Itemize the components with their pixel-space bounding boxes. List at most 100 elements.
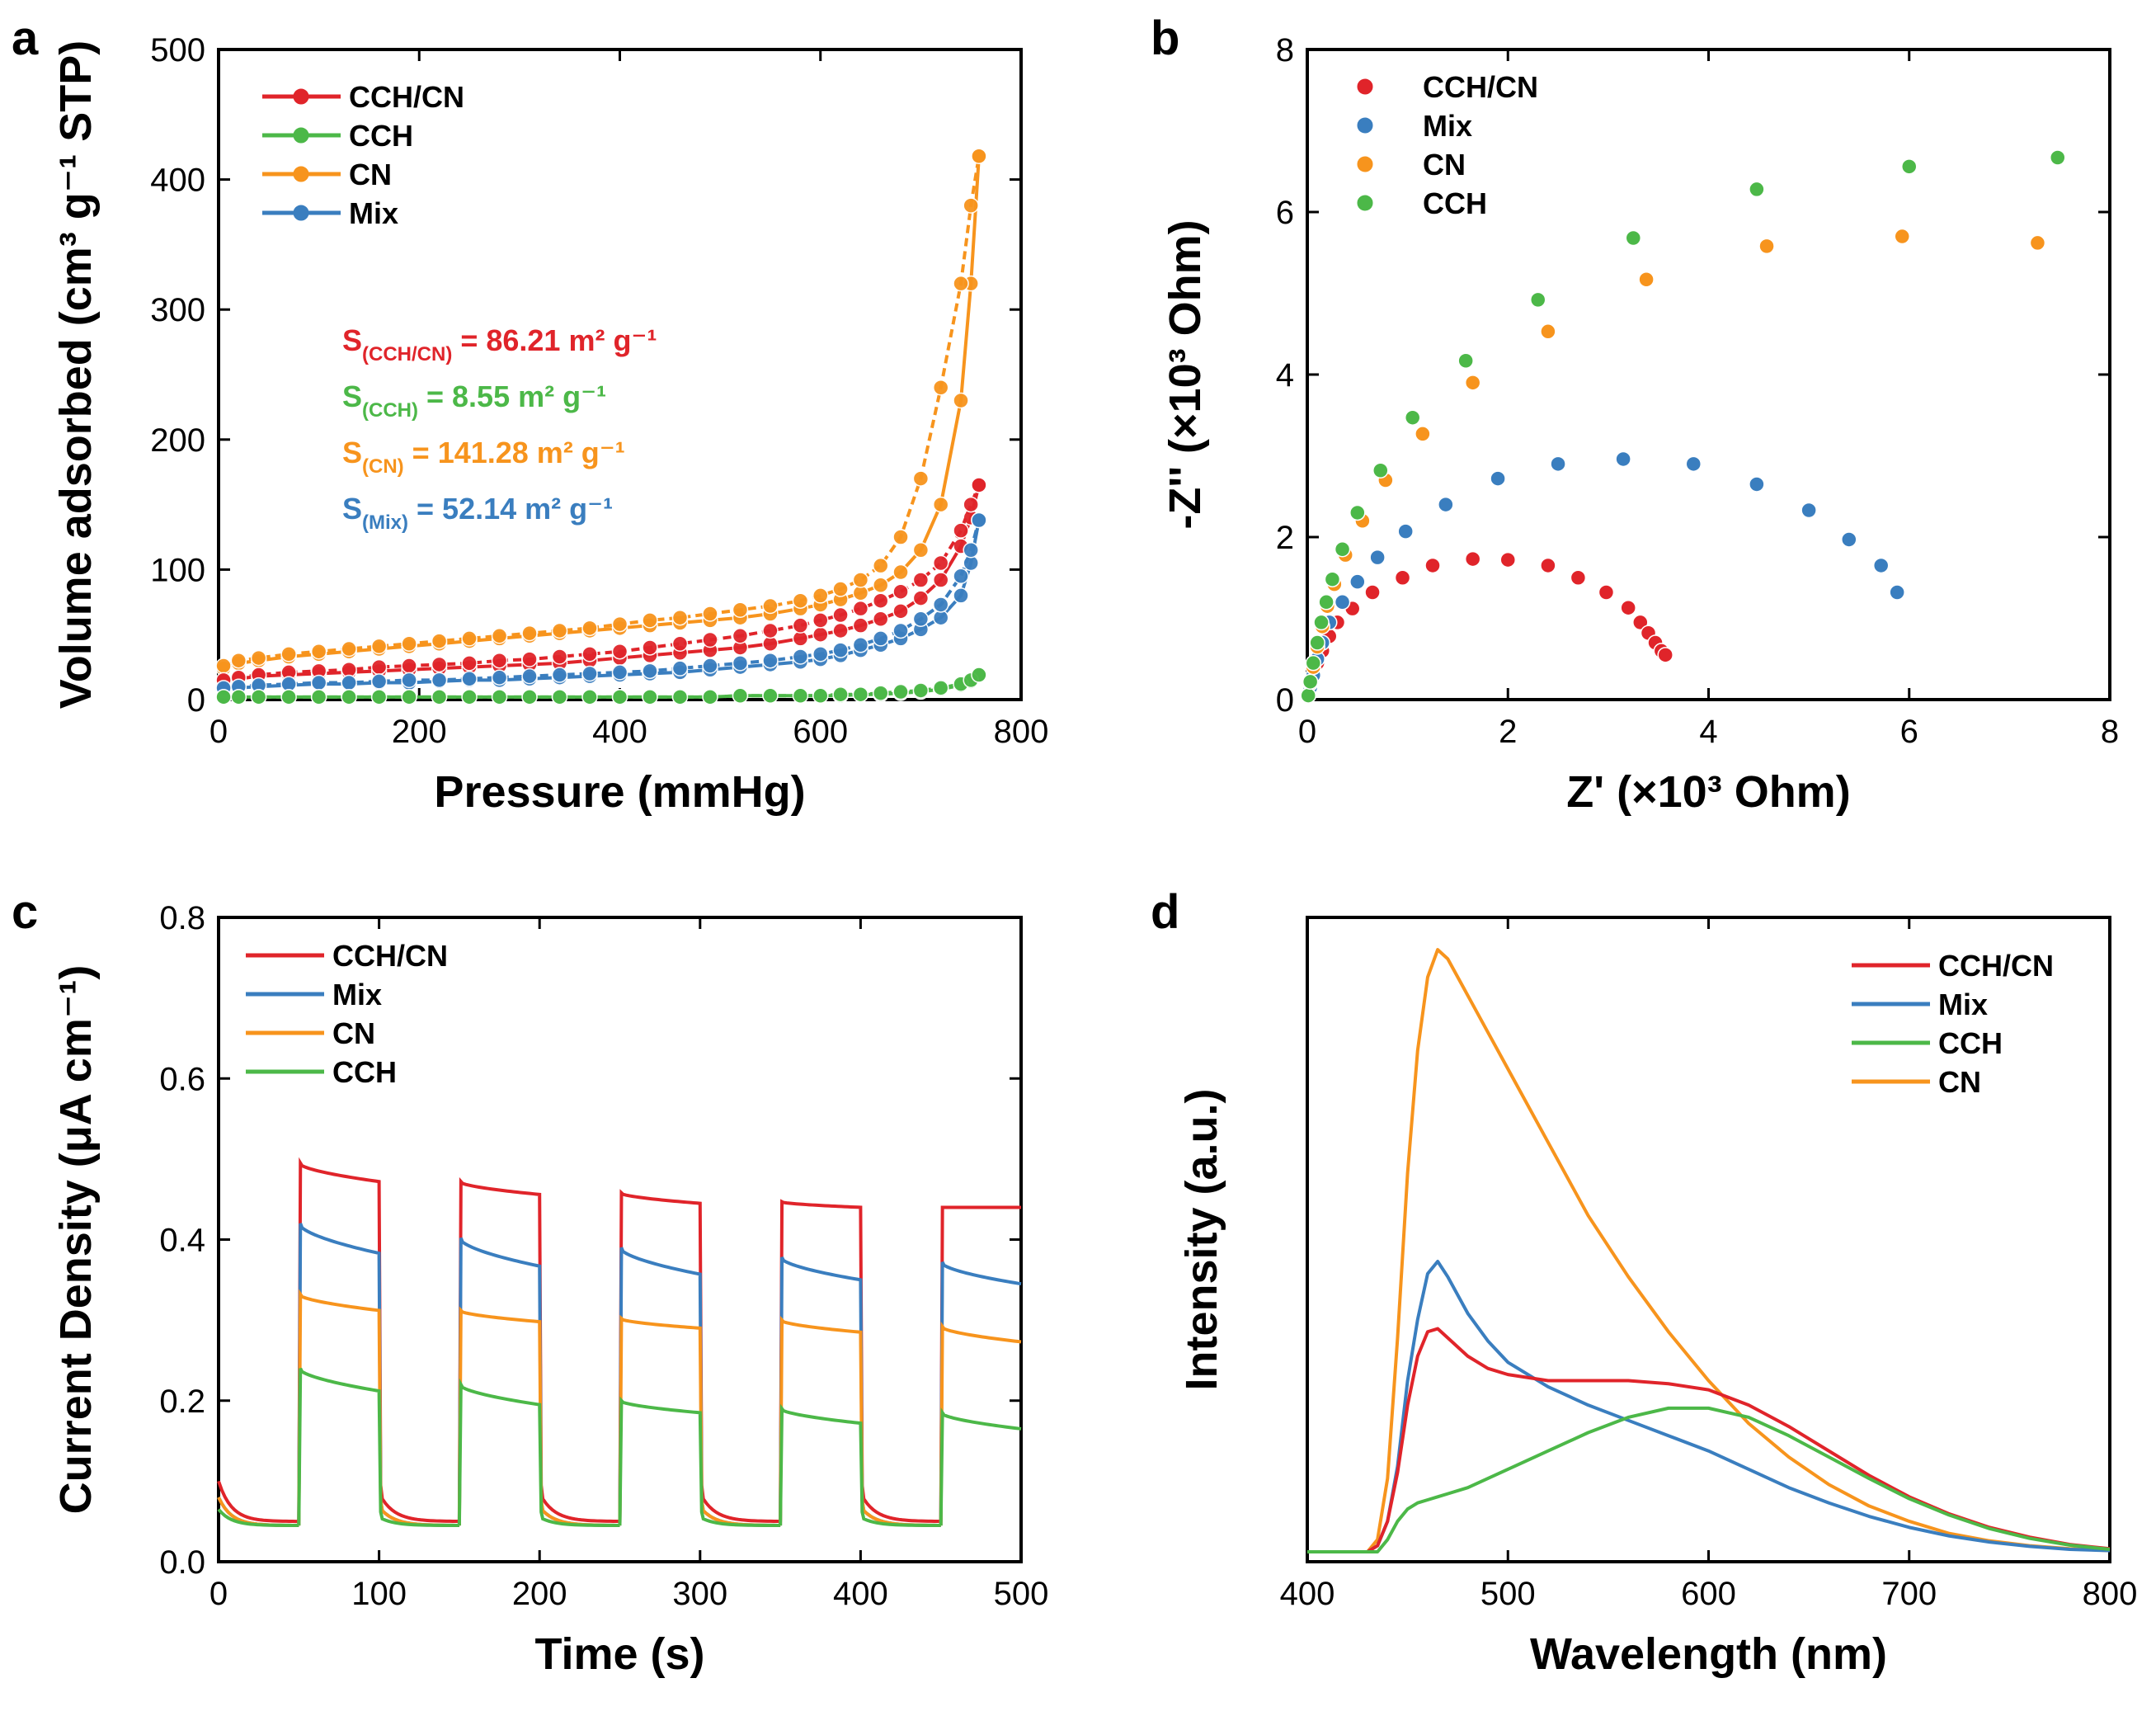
data-point-CCH/CN-desorption bbox=[912, 572, 930, 588]
data-point-CCH/CN bbox=[1657, 647, 1673, 663]
panel-label-a: a bbox=[12, 12, 39, 65]
x-tick-label: 100 bbox=[351, 1576, 407, 1612]
data-point-CCH/CN-desorption bbox=[521, 651, 538, 667]
data-point-CCH-desorption bbox=[702, 689, 718, 705]
data-point-Mix-desorption bbox=[792, 648, 809, 665]
data-point-Mix-desorption bbox=[953, 568, 969, 585]
data-point-CN bbox=[1758, 238, 1775, 255]
bet-annotation-Mix: S(Mix) = 52.14 m² g⁻¹ bbox=[342, 492, 613, 534]
annotation-value: = 8.55 m² g⁻¹ bbox=[418, 380, 606, 413]
data-point-CN bbox=[1638, 271, 1655, 288]
data-point-CCH-desorption bbox=[215, 689, 232, 705]
data-point-CCH/CN-desorption bbox=[401, 658, 417, 674]
x-tick-label: 0 bbox=[209, 1576, 228, 1612]
data-point-CCH bbox=[1300, 687, 1316, 704]
data-point-Mix-desorption bbox=[461, 671, 478, 687]
data-point-CCH-desorption bbox=[230, 689, 247, 705]
annotation-subscript: (CCH) bbox=[362, 399, 418, 422]
series-line-CCH bbox=[217, 1367, 1022, 1528]
y-tick-label: 400 bbox=[150, 163, 205, 199]
data-point-CCH bbox=[1404, 409, 1421, 426]
data-point-CCH-desorption bbox=[852, 686, 869, 703]
data-point-CN bbox=[1464, 375, 1481, 391]
data-point-CCH/CN-desorption bbox=[551, 648, 568, 665]
data-point-CN-desorption bbox=[642, 612, 658, 629]
data-point-CN-desorption bbox=[812, 587, 829, 604]
data-point-CCH/CN bbox=[1598, 584, 1615, 601]
annotation-value: = 141.28 m² g⁻¹ bbox=[404, 436, 625, 469]
data-point-CCH/CN bbox=[1364, 584, 1381, 601]
data-point-CN-desorption bbox=[431, 633, 448, 649]
data-point-CN-desorption bbox=[250, 649, 267, 667]
y-tick-label: 500 bbox=[150, 32, 205, 68]
data-point-CCH/CN-desorption bbox=[370, 658, 388, 676]
data-point-CN bbox=[1415, 426, 1431, 442]
data-point-CCH-desorption bbox=[792, 687, 809, 705]
data-point-CCH bbox=[1318, 594, 1335, 610]
data-point-CCH-desorption bbox=[932, 680, 949, 696]
y-tick-label: 4 bbox=[1276, 357, 1294, 394]
bet-annotation-CN: S(CN) = 141.28 m² g⁻¹ bbox=[342, 436, 625, 478]
data-point-CCH/CN-desorption bbox=[892, 583, 909, 600]
data-point-CCH-desorption bbox=[671, 689, 689, 705]
data-point-CCH/CN-desorption bbox=[611, 643, 628, 660]
y-tick-label: 0.6 bbox=[159, 1061, 205, 1097]
data-point-CCH-desorption bbox=[551, 689, 568, 705]
data-point-CN-adsorption bbox=[912, 542, 930, 559]
data-point-Mix bbox=[1334, 594, 1351, 610]
legend-label: CN bbox=[349, 158, 392, 191]
data-point-CCH-desorption bbox=[732, 687, 749, 705]
x-tick-label: 800 bbox=[2083, 1576, 2138, 1612]
data-point-Mix-desorption bbox=[932, 596, 949, 613]
data-point-CCH/CN-desorption bbox=[971, 477, 987, 493]
data-point-CCH-desorption bbox=[971, 667, 987, 683]
data-point-Mix-desorption bbox=[491, 669, 508, 686]
series-line-CCH/CN bbox=[1307, 1327, 2111, 1553]
data-point-Mix-desorption bbox=[892, 622, 909, 639]
data-point-CCH-desorption bbox=[491, 689, 508, 705]
data-point-Mix bbox=[1889, 584, 1905, 601]
data-point-CN-adsorption bbox=[932, 496, 949, 513]
data-point-CCH-desorption bbox=[812, 687, 829, 705]
legend-label: CCH bbox=[332, 1055, 397, 1089]
data-point-CN-desorption bbox=[401, 635, 417, 652]
data-point-CCH bbox=[1625, 229, 1642, 247]
data-point-CN-adsorption bbox=[892, 563, 909, 581]
data-point-Mix bbox=[1490, 470, 1506, 487]
data-point-CCH bbox=[1309, 634, 1325, 651]
data-point-CCH/CN-adsorption bbox=[832, 622, 849, 639]
data-point-CN-desorption bbox=[732, 601, 749, 619]
x-tick-label: 0 bbox=[209, 714, 228, 750]
data-point-CN-desorption bbox=[215, 658, 232, 674]
legend-swatch-dot bbox=[1357, 156, 1373, 172]
y-tick-label: 0.2 bbox=[159, 1384, 205, 1420]
data-point-CCH/CN-desorption bbox=[581, 646, 598, 662]
y-tick-label: 0 bbox=[187, 682, 205, 719]
data-point-CCH-desorption bbox=[581, 689, 598, 705]
annotation-prefix: S bbox=[342, 323, 362, 357]
x-tick-label: 500 bbox=[1480, 1576, 1536, 1612]
data-point-CN-desorption bbox=[341, 640, 357, 658]
legend-label: CCH bbox=[1423, 186, 1487, 220]
panel-label-b: b bbox=[1151, 12, 1179, 65]
legend-swatch-dot bbox=[293, 127, 309, 144]
data-point-Mix-desorption bbox=[370, 673, 388, 690]
data-point-Mix-desorption bbox=[401, 672, 417, 689]
data-point-Mix bbox=[1615, 450, 1631, 468]
data-point-CCH/CN bbox=[1620, 599, 1636, 616]
legend-label: CCH/CN bbox=[1423, 70, 1538, 104]
data-point-CN-desorption bbox=[671, 609, 689, 626]
panel-label-c: c bbox=[12, 885, 38, 939]
legend-label: CCH/CN bbox=[332, 939, 448, 973]
x-tick-label: 700 bbox=[1881, 1576, 1937, 1612]
data-point-CCH bbox=[1457, 352, 1474, 370]
data-point-CCH-desorption bbox=[341, 689, 357, 705]
annotation-prefix: S bbox=[342, 380, 362, 413]
data-point-CCH/CN-desorption bbox=[852, 600, 869, 617]
data-point-CCH/CN-adsorption bbox=[932, 572, 949, 588]
x-tick-label: 200 bbox=[392, 714, 447, 750]
data-point-CCH-desorption bbox=[250, 689, 267, 705]
y-tick-label: 300 bbox=[150, 292, 205, 328]
y-tick-label: 200 bbox=[150, 422, 205, 459]
